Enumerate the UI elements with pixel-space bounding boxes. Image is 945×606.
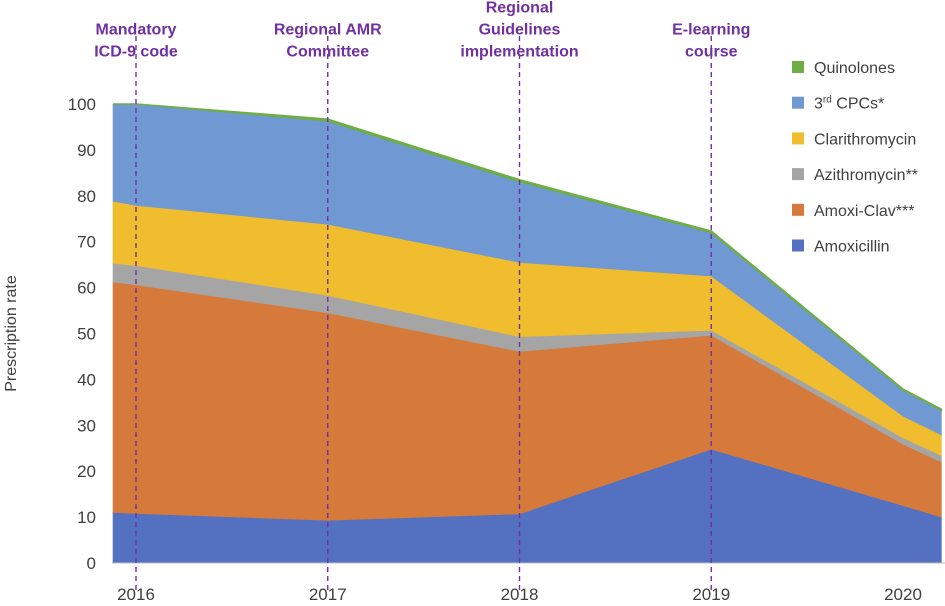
legend-swatch	[792, 96, 804, 109]
annotation-label: Guidelines	[479, 22, 561, 39]
annotation-label: ICD-9 code	[94, 44, 178, 61]
y-tick-label: 100	[68, 95, 96, 114]
area-quinolones	[113, 103, 943, 412]
legend-label: 3rd CPCs*	[814, 95, 884, 113]
legend-swatch	[792, 132, 804, 145]
annotation-label: Committee	[286, 44, 369, 61]
annotation-labels-group: Mandatory ICD-9 code Regional AMR Committee…	[94, 0, 750, 61]
y-axis-label: Prescription rate	[3, 275, 20, 392]
y-tick-label: 80	[77, 187, 96, 206]
x-tick-label: 2018	[501, 585, 539, 604]
annotation-lines-group	[135, 36, 712, 594]
y-tick-label: 60	[77, 279, 96, 298]
y-tick-label: 50	[77, 325, 96, 344]
legend-swatch	[792, 61, 804, 73]
legend-label: Amoxicillin	[814, 239, 890, 256]
y-tick-label: 10	[77, 508, 96, 527]
annotation-label: Mandatory	[96, 22, 177, 39]
area-series-group	[112, 103, 943, 564]
y-tick-label: 30	[77, 416, 96, 435]
y-tick-label: 20	[77, 462, 96, 481]
annotation-label: implementation	[460, 44, 578, 61]
legend-swatch	[792, 168, 804, 181]
legend-label: Amoxi-Clav***	[814, 203, 914, 220]
axes-group: 0 10 20 30 40 50 60 70 80 90 100 2016 2017 2018 2019 20…	[3, 95, 945, 604]
x-tick-label: 2017	[309, 585, 347, 604]
y-tick-label: 0	[87, 554, 96, 573]
x-tick-label: 2016	[117, 585, 155, 604]
legend-label: Azithromycin**	[814, 167, 918, 184]
legend-label: Quinolones	[814, 60, 895, 77]
x-tick-label: 2020	[884, 585, 922, 604]
annotation-label: E-learning	[672, 22, 750, 39]
y-tick-label: 90	[77, 141, 96, 160]
x-tick-label: 2019	[692, 585, 730, 604]
annotation-label: Regional	[486, 0, 554, 17]
legend: Quinolones 3rd CPCs* Clarithromycin Azithro…	[792, 60, 918, 256]
legend-label: Clarithromycin	[814, 131, 916, 148]
annotation-label: Regional AMR	[274, 22, 382, 39]
y-tick-label: 40	[77, 370, 96, 389]
legend-swatch	[792, 203, 804, 216]
legend-swatch	[792, 239, 804, 252]
y-tick-label: 70	[77, 233, 96, 252]
annotation-label: course	[685, 44, 738, 61]
